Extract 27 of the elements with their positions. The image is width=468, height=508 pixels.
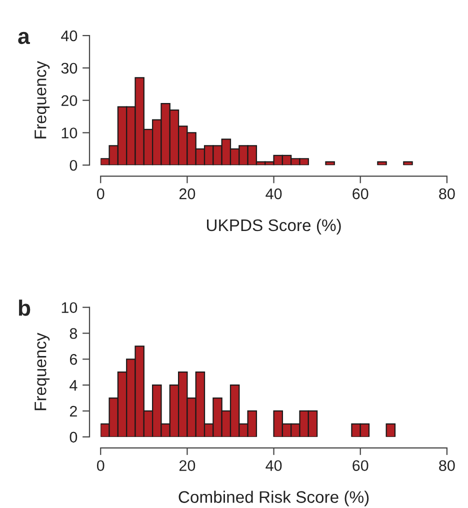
y-tick-label: 4	[70, 380, 78, 391]
y-tick-label: 0	[70, 160, 78, 171]
y-tick-label: 6	[70, 354, 78, 365]
y-axis-title: Frequency	[34, 60, 50, 138]
x-tick-label: 20	[179, 188, 196, 200]
y-tick-label: 10	[62, 128, 78, 138]
x-axis-title: Combined Risk Score (%)	[178, 490, 369, 506]
y-tick-label: 0	[70, 432, 78, 443]
x-tick-label: 0	[96, 188, 104, 200]
x-tick-label: 80	[439, 188, 455, 200]
y-tick-label: 2	[70, 406, 77, 417]
x-tick-label: 20	[179, 460, 196, 472]
y-tick-label: 8	[70, 328, 78, 339]
x-tick-label: 60	[352, 460, 368, 472]
x-tick-label: 40	[266, 460, 282, 472]
x-tick-label: 80	[439, 460, 455, 472]
y-axis-title: Frequency	[34, 332, 50, 410]
x-tick-label: 60	[352, 188, 368, 200]
x-axis-title: UKPDS Score (%)	[206, 218, 341, 234]
y-tick-label: 30	[61, 62, 78, 74]
x-tick-label: 0	[96, 460, 104, 472]
y-tick-label: 10	[62, 302, 78, 314]
y-tick-label: 20	[61, 95, 78, 106]
x-tick-label: 40	[266, 188, 282, 200]
y-tick-label: 40	[61, 30, 78, 42]
chart-title: b	[18, 300, 30, 316]
chart-title: a	[18, 32, 30, 44]
